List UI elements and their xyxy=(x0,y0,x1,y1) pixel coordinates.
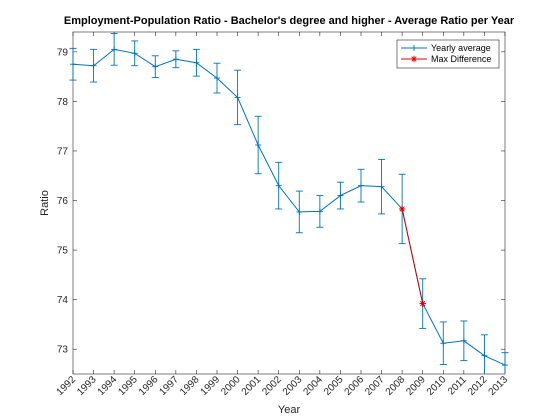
data-point xyxy=(440,340,447,347)
data-point xyxy=(296,208,303,215)
data-point xyxy=(358,182,364,189)
data-point xyxy=(90,62,97,69)
data-point xyxy=(460,337,467,344)
legend-marker xyxy=(411,45,417,51)
y-axis-label: Ratio xyxy=(39,190,51,216)
data-point xyxy=(234,94,241,101)
data-point xyxy=(172,56,179,63)
data-point xyxy=(131,50,138,57)
chart-title: Employment-Population Ratio - Bachelor's… xyxy=(64,15,515,27)
data-point xyxy=(214,75,220,82)
data-point xyxy=(275,182,282,189)
data-point xyxy=(337,192,344,199)
y-tick-label: 77 xyxy=(57,146,69,157)
legend-marker xyxy=(410,55,418,63)
data-point xyxy=(316,208,323,215)
data-point xyxy=(152,63,159,70)
y-tick-label: 76 xyxy=(57,196,69,207)
data-point xyxy=(111,46,118,53)
x-axis-label: Year xyxy=(278,404,301,416)
series-layer xyxy=(70,46,508,369)
data-point xyxy=(70,61,76,68)
data-point xyxy=(255,142,262,149)
legend-box xyxy=(396,39,500,69)
data-point xyxy=(398,205,406,213)
legend-item: Yearly average xyxy=(401,43,491,53)
legend-label: Yearly average xyxy=(431,43,491,53)
legend-item: Max Difference xyxy=(401,54,491,64)
y-tick-label: 74 xyxy=(57,295,69,306)
y-tick-label: 73 xyxy=(57,345,69,356)
data-point xyxy=(378,183,385,190)
data-point xyxy=(419,300,426,307)
data-point xyxy=(502,362,508,369)
data-point xyxy=(481,352,488,359)
y-tick-label: 79 xyxy=(57,47,69,58)
y-tick-label: 78 xyxy=(57,97,69,108)
data-point xyxy=(193,59,200,66)
series-line-0 xyxy=(72,48,506,366)
y-tick-label: 75 xyxy=(57,246,69,257)
legend-label: Max Difference xyxy=(431,54,491,64)
plot-area xyxy=(72,31,506,375)
y-axis: 73 74 75 76 77 78 79 xyxy=(57,47,505,356)
series-line-1 xyxy=(401,208,424,304)
